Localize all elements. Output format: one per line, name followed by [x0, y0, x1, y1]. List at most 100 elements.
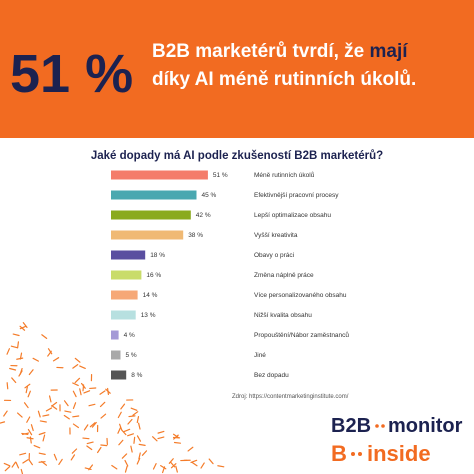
headline-line: B2B marketérů tvrdí, že mají [152, 41, 408, 62]
decor-dash [200, 462, 205, 469]
decor-dash [187, 446, 194, 452]
decor-dash [72, 390, 77, 398]
bar [111, 310, 136, 320]
decor-dash [82, 437, 90, 440]
decor-dash [64, 410, 72, 413]
decor-dash [99, 390, 106, 395]
decor-dash [24, 383, 31, 389]
decor-dash [121, 429, 127, 436]
headline-text: díky AI méně rutinních úkolů. [152, 69, 416, 90]
decor-dash [121, 453, 128, 459]
decor-dash [119, 423, 123, 431]
decor-dash [42, 414, 50, 417]
decor-dash [120, 403, 126, 410]
decor-dash [111, 464, 118, 470]
decor-dash [136, 435, 142, 442]
decor-dash [89, 422, 96, 428]
decor-dash [28, 459, 33, 466]
logo-text: inside [367, 441, 431, 466]
decor-dash [58, 458, 63, 466]
category-label: Nižší kvalita obsahu [254, 312, 312, 319]
decor-dash [52, 357, 60, 362]
decor-dash [128, 415, 136, 418]
decor-dash [26, 437, 34, 440]
decor-dash [20, 468, 24, 474]
decor-dash [86, 445, 93, 451]
decor-dash [47, 348, 53, 355]
decor-dash [141, 450, 148, 456]
bar [111, 250, 146, 260]
decor-dash [41, 460, 48, 466]
decor-dash [83, 390, 91, 394]
decor-dash [118, 439, 124, 446]
category-label: Lepší optimalizace obsahu [254, 212, 331, 219]
header-band [0, 0, 474, 138]
decor-dash [132, 411, 139, 416]
decor-dash [6, 348, 11, 355]
decor-dash [41, 334, 48, 339]
decor-dash [72, 382, 79, 387]
decor-dash [38, 452, 46, 455]
decor-dash [151, 436, 158, 442]
category-label: Obavy o práci [254, 252, 294, 259]
decor-dash [23, 402, 29, 409]
value-label: 38 % [188, 232, 203, 239]
decor-dash [100, 444, 108, 447]
value-label: 18 % [150, 252, 165, 259]
decor-dash [19, 367, 23, 375]
decor-dash [138, 452, 141, 460]
decor-dash [105, 388, 111, 394]
decor-dash [17, 341, 20, 349]
decor-dash [88, 403, 96, 407]
decor-dash [117, 411, 122, 419]
decor-dash [22, 459, 29, 464]
value-label: 8 % [131, 372, 142, 379]
decor-dash [19, 452, 27, 456]
decor-dash [136, 457, 141, 465]
chart-title: Jaké dopady má AI podle zkušeností B2B m… [91, 150, 383, 162]
decor-dash [63, 400, 69, 407]
bar [111, 350, 121, 360]
decor-dash [172, 433, 180, 439]
category-label: Více personalizovaného obsahu [254, 292, 347, 299]
decor-dash [27, 428, 33, 436]
decor-dash [12, 333, 20, 337]
value-label: 16 % [146, 272, 161, 279]
decor-dash [74, 377, 81, 384]
logo: B2B monitor B inside [331, 415, 463, 466]
decor-dash [39, 420, 47, 423]
decor-dash [22, 322, 28, 329]
category-label: Změna náplně práce [254, 272, 314, 279]
headline-number: 51 % [10, 44, 133, 104]
decor-dash [208, 458, 214, 465]
decor-dash [173, 441, 182, 444]
logo-text: B [331, 441, 347, 466]
decor-dash [79, 365, 86, 370]
bar [111, 270, 142, 280]
decor-dash [16, 357, 24, 360]
decor-dash [28, 369, 34, 376]
decor-dash [19, 325, 27, 330]
category-label: Vyšší kreativita [254, 232, 298, 239]
headline-highlight: mají [370, 41, 409, 62]
category-label: Efektivnější pracovní procesy [254, 192, 339, 199]
decor-dash [117, 427, 122, 434]
decor-dash [217, 465, 225, 468]
decor-dash [21, 432, 29, 435]
decor-dash [175, 465, 178, 473]
decor-dash [6, 382, 9, 390]
decor-dash [42, 434, 46, 442]
decor-dash [100, 413, 107, 419]
decor-dash [30, 424, 34, 432]
decor-dash [74, 357, 81, 363]
decor-dash [15, 461, 20, 469]
value-label: 42 % [196, 212, 211, 219]
decor-dash [25, 386, 28, 394]
logo-dot [358, 452, 362, 456]
decor-dash [86, 441, 94, 445]
category-label: Méně rutinních úkolů [254, 171, 315, 179]
decor-dash [0, 421, 6, 424]
bar [111, 210, 191, 220]
bar [111, 290, 138, 300]
